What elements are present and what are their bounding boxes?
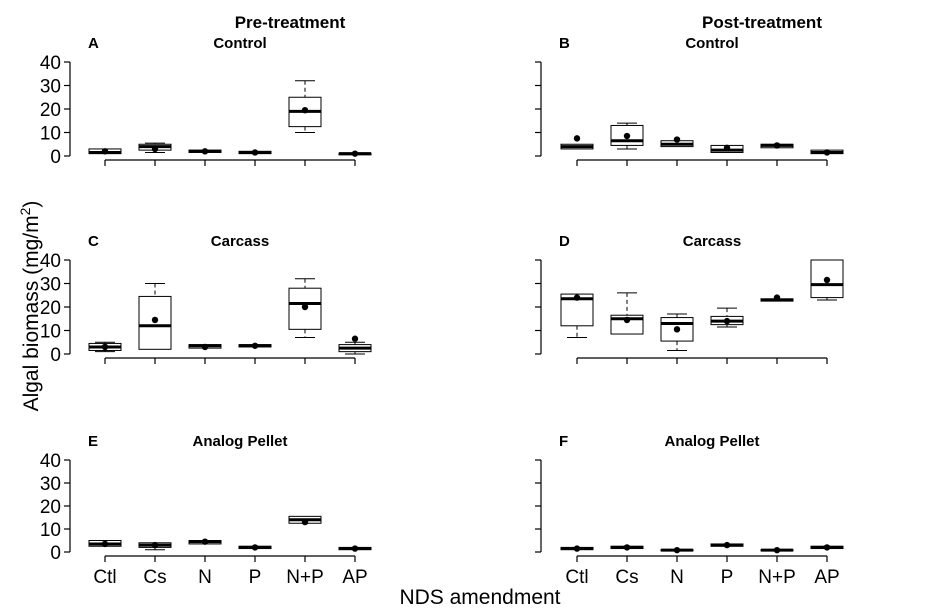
panel-letter: A xyxy=(88,35,99,52)
y-tick-label: 30 xyxy=(40,474,61,495)
x-axis-label: NDS amendment xyxy=(399,586,560,609)
mean-point xyxy=(101,540,109,548)
mean-point xyxy=(151,541,159,549)
y-tick-label: 0 xyxy=(50,345,61,366)
y-tick-label: 0 xyxy=(50,543,61,564)
mean-point xyxy=(201,343,209,351)
mean-point xyxy=(573,135,581,142)
panel-letter: F xyxy=(559,433,568,450)
y-tick-label: 40 xyxy=(40,451,61,472)
mean-point xyxy=(623,132,631,140)
x-tick-label: P xyxy=(249,567,262,588)
mean-point xyxy=(823,149,831,156)
panel-title: Analog Pellet xyxy=(192,433,287,450)
y-tick-label: 20 xyxy=(40,100,61,121)
x-tick-label: Ctl xyxy=(565,567,588,588)
x-tick-label: AP xyxy=(342,567,367,588)
panel-letter: B xyxy=(559,35,570,52)
mean-point xyxy=(251,149,259,156)
x-tick-label: N+P xyxy=(286,567,324,588)
mean-point xyxy=(773,546,781,554)
panel-title: Analog Pellet xyxy=(664,433,759,450)
mean-point xyxy=(251,544,259,551)
column-title-post-treatment: Post-treatment xyxy=(702,13,822,32)
mean-point xyxy=(101,148,109,155)
panel-b: B Control xyxy=(535,35,844,166)
mean-point xyxy=(301,303,309,311)
panel-letter: C xyxy=(88,233,99,250)
x-tick-label: Ctl xyxy=(93,567,116,588)
x-tick-label: N+P xyxy=(758,567,796,588)
mean-point xyxy=(351,545,359,552)
y-tick-label: 0 xyxy=(50,147,61,168)
mean-point xyxy=(723,317,731,325)
x-tick-label: AP xyxy=(814,567,839,588)
mean-point xyxy=(151,145,159,153)
mean-point xyxy=(723,144,731,151)
panel-letter: D xyxy=(559,233,570,250)
mean-point xyxy=(823,544,831,551)
mean-point xyxy=(673,326,681,333)
x-tick-label: N xyxy=(670,567,684,588)
y-tick-label: 20 xyxy=(40,298,61,319)
mean-point xyxy=(573,294,581,301)
mean-point xyxy=(723,541,731,549)
mean-point xyxy=(101,343,109,351)
y-tick-label: 20 xyxy=(40,497,61,518)
y-tick-label: 40 xyxy=(40,53,61,74)
panel-letter: E xyxy=(88,433,98,450)
mean-point xyxy=(351,150,359,157)
panel-title: Control xyxy=(213,35,266,52)
mean-point xyxy=(201,538,209,545)
mean-point xyxy=(623,316,631,324)
x-tick-label: P xyxy=(721,567,734,588)
y-tick-label: 40 xyxy=(40,251,61,272)
y-tick-label: 30 xyxy=(40,275,61,296)
panel-f: F Analog Pellet Ctl Cs N P N+P AP xyxy=(535,433,844,588)
mean-point xyxy=(351,335,359,342)
y-tick-label: 10 xyxy=(40,520,61,541)
x-tick-label: Cs xyxy=(615,567,638,588)
mean-point xyxy=(201,148,209,155)
box xyxy=(288,287,322,330)
mean-point xyxy=(623,544,631,551)
mean-point xyxy=(823,276,831,284)
panel-d: D Carcass xyxy=(535,233,844,364)
mean-point xyxy=(251,342,259,349)
panel-title: Carcass xyxy=(683,233,741,250)
column-title-pre-treatment: Pre-treatment xyxy=(235,13,346,32)
x-tick-label: Cs xyxy=(143,567,166,588)
mean-point xyxy=(673,136,681,143)
y-tick-label: 10 xyxy=(40,322,61,343)
mean-point xyxy=(773,142,781,149)
mean-point xyxy=(301,518,309,526)
panel-title: Control xyxy=(685,35,738,52)
mean-point xyxy=(573,545,581,552)
mean-point xyxy=(773,294,781,301)
y-tick-label: 10 xyxy=(40,124,61,145)
panel-title: Carcass xyxy=(211,233,269,250)
x-tick-label: N xyxy=(198,567,212,588)
y-axis-label: Algal biomass (mg/m2) xyxy=(17,201,43,412)
y-tick-label: 30 xyxy=(40,77,61,98)
mean-point xyxy=(301,106,309,114)
mean-point xyxy=(673,546,681,554)
mean-point xyxy=(151,316,159,324)
